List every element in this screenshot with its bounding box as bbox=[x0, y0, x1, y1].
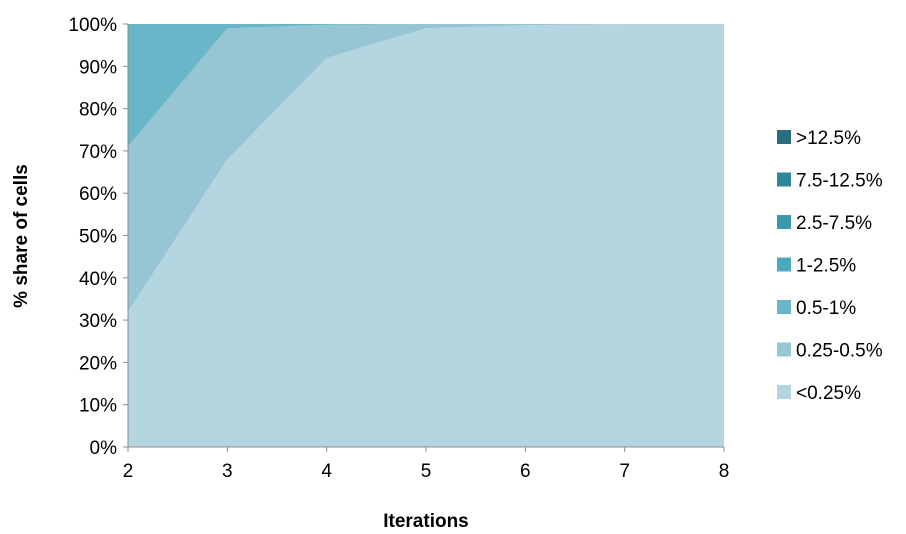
y-tick-labels: 0% 10% 20% 30% 40% 50% 60% 70% 80% 90% 100% bbox=[68, 15, 128, 459]
y-tick-label: 80% bbox=[79, 100, 117, 121]
x-tick-label: 7 bbox=[619, 461, 630, 482]
area-series-1 bbox=[128, 24, 724, 447]
legend-label: <0.25% bbox=[796, 383, 861, 404]
y-tick-label: 100% bbox=[68, 15, 117, 36]
y-tick-label: 70% bbox=[79, 142, 117, 163]
y-tick-label: 10% bbox=[79, 396, 117, 417]
legend-label: 2.5-7.5% bbox=[796, 213, 872, 234]
x-tick-label: 3 bbox=[222, 461, 233, 482]
legend-label: 0.25-0.5% bbox=[796, 341, 883, 362]
legend-label: >12.5% bbox=[796, 128, 861, 149]
y-tick-label: 50% bbox=[79, 227, 117, 248]
area-series-2 bbox=[128, 24, 724, 312]
x-axis-title: Iterations bbox=[383, 511, 469, 532]
legend-label: 1-2.5% bbox=[796, 256, 856, 277]
y-tick-label: 90% bbox=[79, 57, 117, 78]
x-tick-labels: 2 3 4 5 6 7 8 bbox=[123, 447, 730, 482]
legend-swatch-1-2-5 bbox=[777, 257, 791, 272]
area-series-group bbox=[128, 24, 724, 447]
legend: >12.5% 7.5-12.5% 2.5-7.5% 1-2.5% 0.5-1% 0.25-… bbox=[777, 128, 883, 404]
legend-label: 7.5-12.5% bbox=[796, 171, 883, 192]
x-tick-label: 2 bbox=[123, 461, 134, 482]
legend-swatch-12-5 bbox=[777, 130, 791, 144]
y-tick-label: 60% bbox=[79, 184, 117, 205]
legend-swatch-0-25 bbox=[777, 385, 791, 399]
legend-swatch-2-5-7-5 bbox=[777, 215, 791, 229]
y-tick-label: 30% bbox=[79, 311, 117, 332]
area-series-3 bbox=[128, 24, 724, 147]
y-tick-label: 20% bbox=[79, 353, 117, 374]
legend-label: 0.5-1% bbox=[796, 298, 856, 319]
legend-swatch-7-5-12-5 bbox=[777, 172, 791, 187]
y-axis-title: % share of cells bbox=[11, 164, 32, 308]
x-tick-label: 4 bbox=[321, 461, 332, 482]
legend-swatch-0-5-1 bbox=[777, 300, 791, 314]
x-tick-label: 6 bbox=[520, 461, 531, 482]
y-tick-label: 40% bbox=[79, 269, 117, 290]
legend-swatch-0-25-0-5 bbox=[777, 342, 791, 357]
x-tick-label: 5 bbox=[421, 461, 432, 482]
x-tick-label: 8 bbox=[719, 461, 730, 482]
y-tick-label: 0% bbox=[90, 438, 118, 459]
